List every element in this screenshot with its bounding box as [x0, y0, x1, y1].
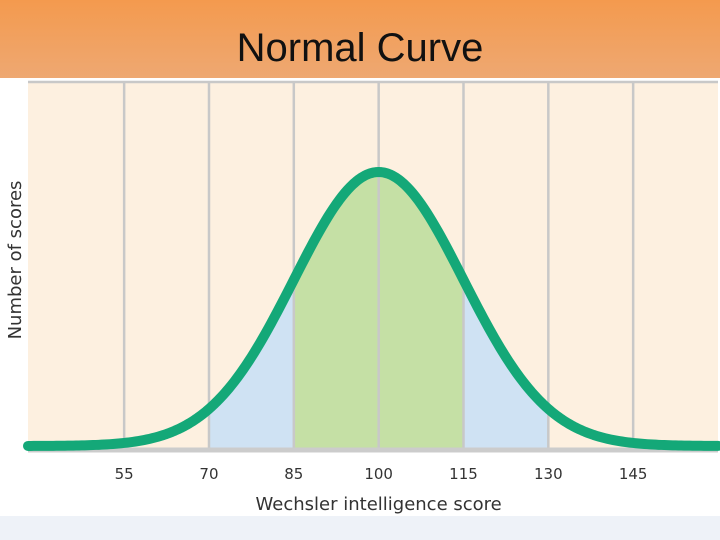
x-tick-label-100: 100: [364, 465, 393, 483]
x-tick-label-130: 130: [534, 465, 563, 483]
x-axis-label: Wechsler intelligence score: [256, 494, 502, 515]
x-tick-label-55: 55: [115, 465, 134, 483]
y-axis-label: Number of scores: [5, 181, 26, 340]
x-tick-label-70: 70: [199, 465, 218, 483]
page-title: Normal Curve: [236, 26, 484, 70]
x-tick-label-85: 85: [284, 465, 303, 483]
normal-curve-line: [23, 167, 720, 451]
bottom-strip: [0, 516, 720, 540]
x-tick-label-115: 115: [449, 465, 478, 483]
x-tick-label-145: 145: [619, 465, 648, 483]
title-bar: Normal Curve: [0, 0, 720, 78]
